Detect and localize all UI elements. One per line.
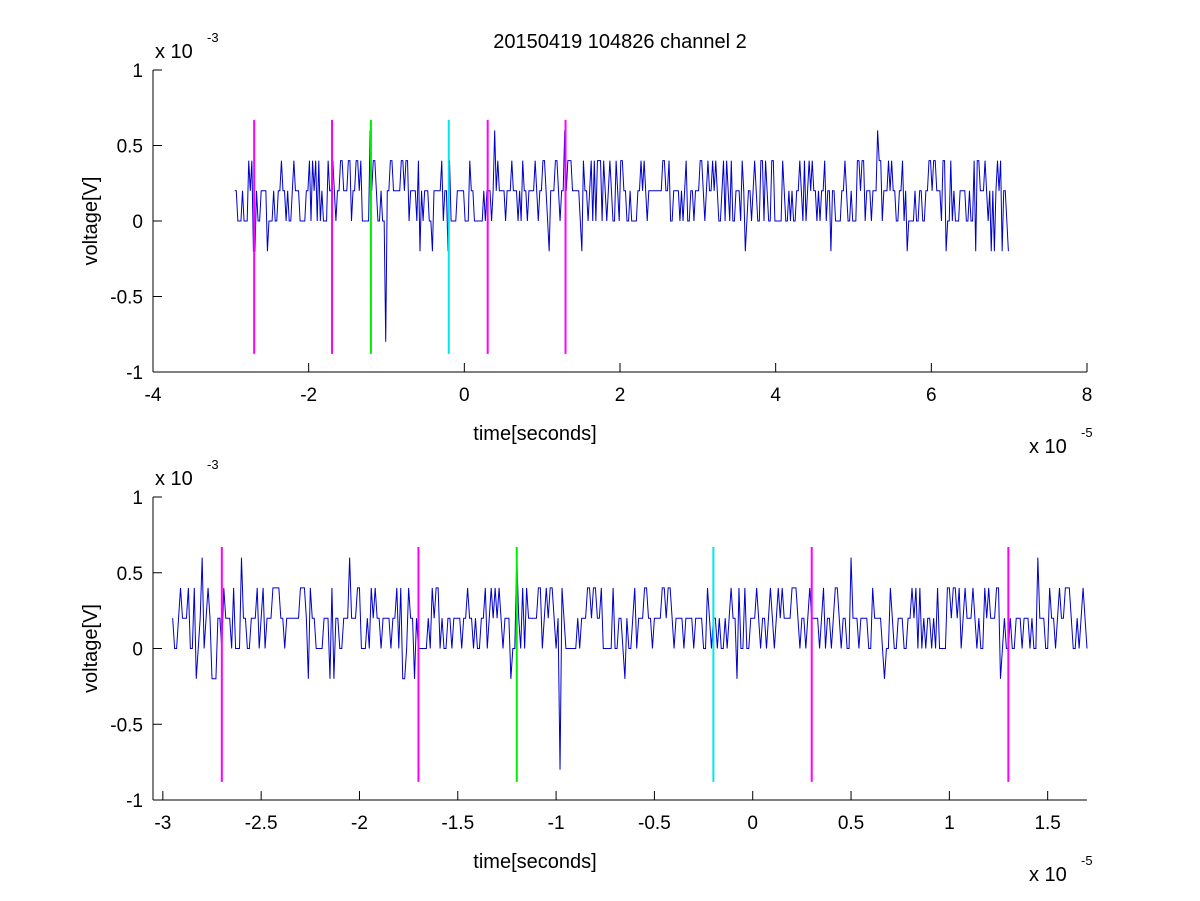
signal-trace	[172, 557, 1088, 770]
y-multiplier: x 10	[155, 468, 193, 490]
x-tick-label: 1	[944, 813, 955, 834]
y-tick-label: 0.5	[117, 564, 143, 585]
x-tick-label: 6	[926, 385, 937, 406]
x-multiplier-exponent: -5	[1081, 853, 1093, 868]
y-axis-label: voltage[V]	[80, 177, 102, 266]
y-multiplier: x 10	[155, 41, 193, 63]
x-tick-label: 1.5	[1034, 813, 1060, 834]
y-tick-label: 0	[132, 212, 143, 233]
x-tick-label: -0.5	[638, 813, 671, 834]
x-tick-label: -2.5	[245, 813, 278, 834]
x-tick-label: -2	[300, 385, 317, 406]
x-axis-label: time[seconds]	[473, 851, 596, 873]
y-tick-label: -1	[126, 791, 143, 812]
y-tick-label: 1	[132, 488, 143, 509]
x-multiplier: x 10	[1029, 436, 1067, 458]
y-tick-label: 1	[132, 61, 143, 82]
y-multiplier-exponent: -3	[207, 30, 219, 45]
x-tick-label: -2	[351, 813, 368, 834]
x-tick-label: -3	[154, 813, 171, 834]
y-tick-label: -0.5	[110, 715, 143, 736]
figure-title: 20150419 104826 channel 2	[493, 31, 747, 53]
x-tick-label: 0	[459, 385, 470, 406]
x-axis-label: time[seconds]	[473, 423, 596, 445]
y-multiplier-exponent: -3	[207, 457, 219, 472]
x-tick-label: -1	[548, 813, 565, 834]
x-multiplier-exponent: -5	[1081, 425, 1093, 440]
x-tick-label: 2	[615, 385, 626, 406]
x-tick-label: -4	[145, 385, 162, 406]
x-tick-label: 4	[770, 385, 781, 406]
x-multiplier: x 10	[1029, 864, 1067, 886]
y-tick-label: -0.5	[110, 288, 143, 309]
signal-trace	[234, 130, 1009, 342]
y-axis-label: voltage[V]	[80, 604, 102, 693]
x-tick-label: 8	[1082, 385, 1093, 406]
x-tick-label: -1.5	[441, 813, 474, 834]
y-tick-label: -1	[126, 363, 143, 384]
x-tick-label: 0	[747, 813, 758, 834]
plot-top: -4 -2 0 2 4 6 8 -1 -0.5 0 0.5 1 time[seconds] voltage…	[80, 30, 1093, 458]
x-tick-label: 0.5	[838, 813, 864, 834]
y-tick-label: 0	[132, 640, 143, 661]
y-tick-label: 0.5	[117, 137, 143, 158]
plot-bottom: -3 -2.5 -2 -1.5 -1 -0.5 0 0.5 1 1.5 -1 -0.5 0 0.5 1 tim…	[80, 457, 1093, 886]
